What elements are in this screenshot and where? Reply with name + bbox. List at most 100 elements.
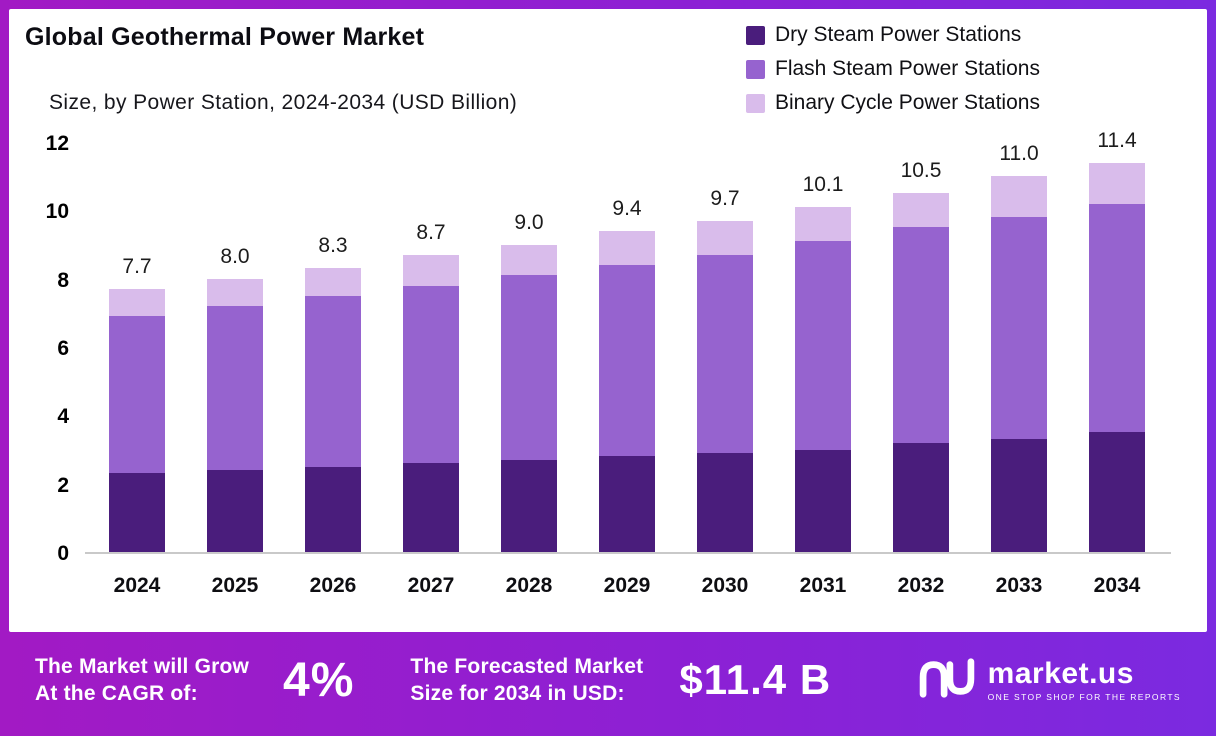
bar-segment (501, 244, 557, 276)
bar-segment (305, 268, 361, 296)
bar-group: 10.1 2031 (795, 144, 851, 597)
bar-segment (893, 442, 949, 552)
bar-segment (207, 306, 263, 470)
x-axis-label: 2026 (309, 574, 357, 597)
y-tick-label: 10 (45, 200, 69, 224)
bar-total-label: 9.7 (710, 186, 740, 210)
y-tick-label: 2 (57, 473, 69, 497)
bar-segment (109, 473, 165, 552)
bar-group: 9.7 2030 (697, 144, 753, 597)
bar-segment (599, 265, 655, 457)
bar-group: 9.4 2029 (599, 144, 655, 597)
x-axis-label: 2025 (211, 574, 259, 597)
x-axis-label: 2024 (113, 574, 161, 597)
y-tick-label: 4 (57, 405, 69, 429)
bar-total-label: 9.4 (612, 196, 642, 220)
x-axis-label: 2027 (407, 574, 455, 597)
y-tick-label: 0 (57, 542, 69, 565)
forecast-value: $11.4 B (679, 656, 832, 703)
y-axis: 0 2 4 6 8 10 12 (19, 132, 85, 565)
legend: Dry Steam Power Stations Flash Steam Pow… (746, 23, 1040, 115)
legend-item-dry-steam: Dry Steam Power Stations (746, 23, 1040, 47)
bar-segment (991, 217, 1047, 440)
bar-total-label: 9.0 (514, 210, 544, 234)
bar-group: 11.0 2033 (991, 142, 1047, 597)
bar-segment (991, 176, 1047, 218)
bar-segment (893, 193, 949, 228)
bar-segment (893, 227, 949, 443)
bar-segment (207, 278, 263, 306)
bar-segment (403, 463, 459, 552)
market-us-logo-icon (918, 656, 976, 705)
x-axis-label: 2032 (897, 574, 945, 597)
bar-total-label: 11.0 (999, 142, 1039, 166)
bar-segment (501, 459, 557, 552)
bar-segment (403, 285, 459, 464)
bar-total-label: 8.7 (416, 220, 446, 244)
legend-label: Binary Cycle Power Stations (775, 91, 1040, 114)
bar-total-label: 8.0 (220, 244, 250, 268)
x-axis-label: 2034 (1093, 574, 1141, 597)
plot-area: 7.7 2024 8.0 2025 8.3 2026 8.7 2027 9.0 2028 9.4 20… (85, 129, 1171, 597)
y-tick-label: 6 (57, 337, 69, 360)
bar-total-label: 8.3 (318, 234, 348, 258)
bar-group: 11.4 2034 (1089, 129, 1145, 597)
brand-name: market.us (987, 656, 1134, 690)
bar-segment (501, 275, 557, 460)
bar-segment (697, 254, 753, 453)
bar-segment (795, 206, 851, 242)
x-axis-label: 2030 (701, 574, 749, 597)
legend-label: Dry Steam Power Stations (775, 23, 1022, 46)
brand-block: market.us ONE STOP SHOP FOR THE REPORTS (918, 656, 1181, 705)
legend-swatch-binary-cycle (746, 93, 765, 113)
bar-segment (991, 439, 1047, 552)
page-title: Global Geothermal Power Market (25, 23, 425, 51)
y-tick-label: 8 (57, 268, 69, 292)
legend-label: Flash Steam Power Stations (775, 57, 1040, 80)
bar-total-label: 10.5 (900, 159, 942, 183)
x-axis-label: 2031 (799, 574, 847, 597)
footer-band: The Market will Grow At the CAGR of: 4% … (9, 632, 1207, 728)
brand-text: market.us ONE STOP SHOP FOR THE REPORTS (987, 656, 1181, 702)
bar-segment (599, 456, 655, 552)
x-axis-label: 2033 (995, 574, 1043, 597)
bar-group: 8.0 2025 (207, 144, 263, 597)
chart-panel: Global Geothermal Power Market Size, by … (9, 9, 1207, 632)
bar-segment (109, 316, 165, 474)
bar-total-label: 7.7 (122, 254, 152, 278)
bar-segment (1089, 432, 1145, 552)
bar-segment (1089, 162, 1145, 204)
bar-group: 8.3 2026 (305, 144, 361, 597)
bar-group: 9.0 2028 (501, 144, 557, 597)
legend-item-binary-cycle: Binary Cycle Power Stations (746, 91, 1040, 115)
bar-segment (305, 295, 361, 467)
x-axis-label: 2028 (505, 574, 553, 597)
bar-segment (599, 230, 655, 266)
bar-segment (795, 241, 851, 450)
bar-segment (1089, 203, 1145, 433)
bar-segment (305, 466, 361, 552)
chart-area: 0 2 4 6 8 10 12 7.7 2024 8.0 2025 8.3 2026 8.7 2027 9.… (19, 129, 1171, 597)
x-axis-label: 2029 (603, 574, 651, 597)
bar-segment (207, 470, 263, 552)
page-subtitle: Size, by Power Station, 2024-2034 (USD B… (49, 91, 518, 114)
bar-group: 10.5 2032 (893, 144, 949, 597)
legend-swatch-flash-steam (746, 59, 765, 79)
bar-segment (697, 452, 753, 552)
cagr-label: The Market will Grow At the CAGR of: (35, 654, 250, 705)
bar-segment (795, 449, 851, 552)
legend-swatch-dry-steam (746, 25, 765, 45)
bar-segment (109, 288, 165, 317)
bar-group: 8.7 2027 (403, 144, 459, 597)
brand-tagline: ONE STOP SHOP FOR THE REPORTS (987, 691, 1181, 702)
y-tick-label: 12 (45, 132, 69, 155)
bar-total-label: 11.4 (1097, 128, 1137, 152)
bar-group: 7.7 2024 (109, 144, 165, 597)
cagr-value: 4% (283, 653, 355, 707)
bar-total-label: 10.1 (802, 172, 844, 196)
legend-item-flash-steam: Flash Steam Power Stations (746, 57, 1040, 81)
bar-segment (697, 220, 753, 255)
forecast-label: The Forecasted Market Size for 2034 in U… (410, 654, 644, 705)
bar-segment (403, 254, 459, 286)
